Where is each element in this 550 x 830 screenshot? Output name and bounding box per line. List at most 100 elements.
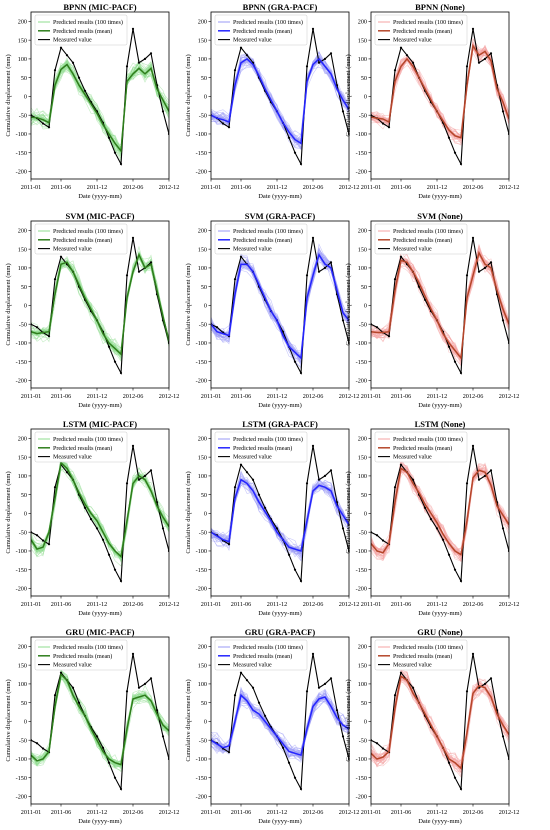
measured-point	[453, 568, 457, 571]
plot-area	[371, 652, 509, 791]
prediction-run	[31, 461, 169, 558]
measured-point	[107, 345, 111, 348]
x-tick-label: 2011-01	[201, 809, 221, 816]
prediction-run	[31, 672, 169, 767]
legend: Predicted results (100 times) Predicted r…	[34, 639, 128, 671]
y-tick-label: -50	[359, 529, 367, 536]
y-tick-label: -100	[356, 131, 367, 138]
y-tick-label: 200	[198, 644, 207, 651]
x-tick-label: 2011-12	[87, 184, 107, 191]
y-tick-label: -50	[199, 737, 207, 744]
axes-frame	[370, 220, 510, 389]
measured-point	[335, 709, 339, 712]
measured-point	[423, 506, 427, 509]
y-tick-label: 0	[364, 303, 367, 310]
measured-point	[227, 543, 231, 546]
measured-point	[311, 236, 315, 239]
legend-entry: Measured value	[53, 247, 92, 253]
y-tick-label: -50	[199, 321, 207, 328]
mean-line	[31, 461, 169, 559]
measured-point	[143, 682, 147, 686]
measured-point	[317, 478, 321, 481]
measured-point	[101, 746, 105, 749]
measured-point	[323, 266, 327, 269]
measured-point	[41, 122, 45, 125]
measured-point	[471, 652, 475, 656]
measured-line	[371, 237, 509, 375]
legend-entry: Predicted results (mean)	[233, 28, 292, 35]
legend-entry: Measured value	[233, 455, 272, 461]
y-tick-label: 50	[201, 700, 207, 707]
measured-point	[65, 54, 69, 57]
panel-title: LSTM (MIC-PACF)	[63, 419, 137, 429]
measured-point	[501, 319, 505, 322]
legend: Predicted results (100 times) Predicted r…	[374, 431, 468, 463]
measured-point	[381, 747, 385, 750]
prediction-run	[31, 462, 169, 559]
y-tick-label: 0	[204, 94, 207, 101]
legend-entry: Measured value	[233, 663, 272, 669]
legend-entry: Measured value	[393, 38, 432, 44]
x-tick-label: 2012-06	[463, 601, 484, 608]
x-tick-label: 2011-01	[21, 184, 41, 191]
legend-entry: Measured value	[53, 663, 92, 669]
y-axis-label: Cumulative displacement (mm)	[345, 679, 352, 761]
y-tick-label: -200	[196, 378, 207, 385]
prediction-run	[371, 668, 509, 765]
panel-2: BPNN (GRA-PACF) -200 -150 -100 -50 0 50 100 150 2…	[185, 2, 359, 200]
y-tick-label: 150	[358, 454, 367, 461]
x-axis-label: Date (yyyy-mm)	[78, 193, 122, 200]
y-tick-label: -100	[16, 548, 27, 555]
legend-entry: Predicted results (100 times)	[53, 19, 123, 26]
panel-title: SVM (GRA-PACF)	[245, 211, 316, 221]
measured-line	[31, 653, 169, 791]
measured-point	[453, 360, 457, 363]
prediction-run	[31, 669, 169, 768]
measured-point	[381, 539, 385, 542]
measured-point	[459, 371, 463, 375]
y-tick-label: 50	[361, 492, 367, 499]
measured-line	[211, 653, 349, 791]
prediction-run	[371, 675, 509, 766]
measured-point	[441, 538, 445, 541]
prediction-run	[31, 254, 169, 353]
measured-point	[489, 261, 493, 264]
measured-point	[453, 776, 457, 779]
measured-point	[239, 46, 243, 49]
measured-point	[119, 371, 123, 375]
prediction-run	[31, 256, 169, 354]
measured-point	[227, 751, 231, 754]
y-tick-label: -150	[356, 567, 367, 574]
y-tick-label: 150	[198, 454, 207, 461]
x-tick-label: 2011-12	[427, 393, 447, 400]
x-tick-label: 2012-12	[499, 601, 520, 608]
prediction-run	[31, 672, 169, 769]
measured-point	[423, 298, 427, 301]
legend-entry: Measured value	[393, 455, 432, 461]
y-tick-label: 100	[198, 681, 207, 688]
x-tick-label: 2011-01	[201, 601, 221, 608]
y-tick-label: -100	[356, 548, 367, 555]
prediction-run	[31, 458, 169, 558]
x-tick-label: 2012-06	[123, 809, 144, 816]
legend: Predicted results (100 times) Predicted r…	[34, 223, 128, 255]
measured-point	[341, 735, 345, 738]
legend: Predicted results (100 times) Predicted r…	[214, 223, 308, 255]
measured-point	[239, 671, 243, 674]
x-tick-label: 2011-12	[427, 601, 447, 608]
measured-point	[137, 270, 141, 273]
y-tick-label: 150	[358, 662, 367, 669]
y-tick-label: -150	[16, 150, 27, 157]
measured-point	[125, 65, 129, 68]
panel-title: GRU (GRA-PACF)	[245, 627, 316, 637]
prediction-run	[31, 254, 169, 354]
measured-point	[375, 534, 379, 537]
y-tick-label: -150	[196, 775, 207, 782]
y-tick-label: 100	[18, 681, 27, 688]
panel-title: BPNN (None)	[415, 2, 465, 12]
x-axis-label: Date (yyyy-mm)	[78, 610, 122, 617]
panel-9: LSTM (None) -200 -150 -100 -50 0 50 100 150 200 20…	[345, 419, 519, 617]
y-tick-label: 0	[24, 303, 27, 310]
x-tick-label: 2012-12	[499, 393, 520, 400]
